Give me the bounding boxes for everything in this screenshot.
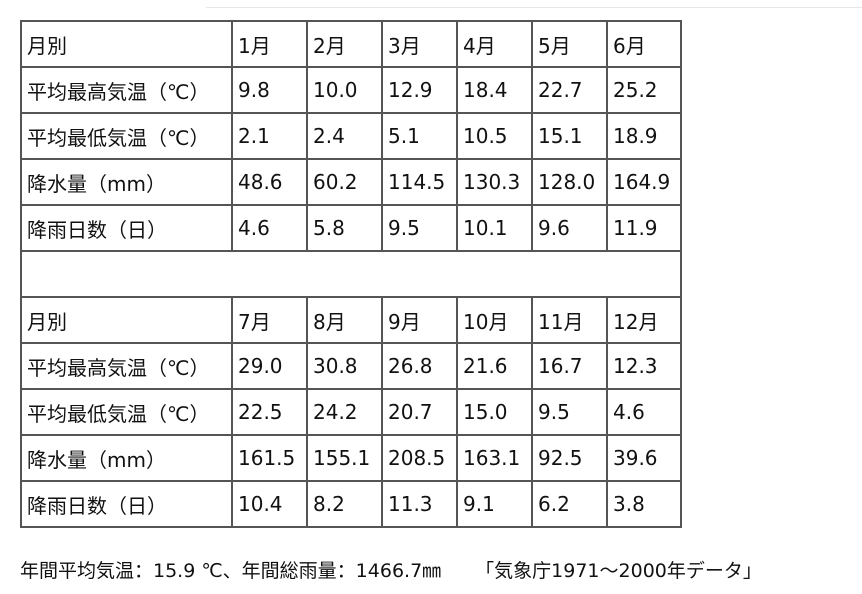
climate-table: 月別 1月 2月 3月 4月 5月 6月 平均最高気温（℃） 9.8 10.0 12.9 18.4 22… (20, 20, 682, 528)
header-row: 月別 7月 8月 9月 10月 11月 12月 (20, 296, 682, 344)
value-cell: 2.1 (231, 112, 308, 160)
footer-note: 年間平均気温：15.9 ℃、年間総雨量：1466.7㎜ 「気象庁1971～2000… (20, 556, 762, 583)
row-label-cell: 平均最高気温（℃） (20, 66, 233, 114)
value-cell: 39.6 (606, 434, 682, 482)
month-header-cell: 11月 (531, 296, 608, 344)
month-header-cell: 4月 (456, 20, 533, 68)
row-label-cell: 降雨日数（日） (20, 204, 233, 252)
row-label-cell: 降雨日数（日） (20, 480, 233, 528)
value-cell: 18.4 (456, 66, 533, 114)
month-header-cell: 5月 (531, 20, 608, 68)
row-label-cell: 降水量（mm） (20, 434, 233, 482)
value-cell: 9.1 (456, 480, 533, 528)
value-cell: 18.9 (606, 112, 682, 160)
month-header-cell: 12月 (606, 296, 682, 344)
month-header-cell: 6月 (606, 20, 682, 68)
month-header-cell: 2月 (306, 20, 383, 68)
value-cell: 5.1 (381, 112, 458, 160)
spacer-cell (20, 250, 682, 298)
value-cell: 9.6 (531, 204, 608, 252)
value-cell: 10.5 (456, 112, 533, 160)
value-cell: 3.8 (606, 480, 682, 528)
value-cell: 10.0 (306, 66, 383, 114)
value-cell: 161.5 (231, 434, 308, 482)
value-cell: 8.2 (306, 480, 383, 528)
month-header-cell: 9月 (381, 296, 458, 344)
value-cell: 21.6 (456, 342, 533, 390)
value-cell: 10.1 (456, 204, 533, 252)
table-row: 平均最低気温（℃） 22.5 24.2 20.7 15.0 9.5 4.6 (20, 388, 682, 436)
row-label-cell: 平均最高気温（℃） (20, 342, 233, 390)
table-row: 平均最高気温（℃） 29.0 30.8 26.8 21.6 16.7 12.3 (20, 342, 682, 390)
value-cell: 26.8 (381, 342, 458, 390)
value-cell: 20.7 (381, 388, 458, 436)
value-cell: 12.9 (381, 66, 458, 114)
month-header-cell: 1月 (231, 20, 308, 68)
value-cell: 11.9 (606, 204, 682, 252)
value-cell: 92.5 (531, 434, 608, 482)
row-label-cell: 月別 (20, 20, 233, 68)
value-cell: 30.8 (306, 342, 383, 390)
row-label-cell: 月別 (20, 296, 233, 344)
value-cell: 29.0 (231, 342, 308, 390)
value-cell: 12.3 (606, 342, 682, 390)
value-cell: 128.0 (531, 158, 608, 206)
data-source: 「気象庁1971～2000年データ」 (475, 560, 762, 582)
table-row: 降水量（mm） 48.6 60.2 114.5 130.3 128.0 164.9 (20, 158, 682, 206)
value-cell: 9.8 (231, 66, 308, 114)
annual-summary: 年間平均気温：15.9 ℃、年間総雨量：1466.7㎜ (20, 560, 442, 582)
value-cell: 15.0 (456, 388, 533, 436)
month-header-cell: 8月 (306, 296, 383, 344)
value-cell: 114.5 (381, 158, 458, 206)
value-cell: 10.4 (231, 480, 308, 528)
table-row: 降雨日数（日） 10.4 8.2 11.3 9.1 6.2 3.8 (20, 480, 682, 528)
month-header-cell: 3月 (381, 20, 458, 68)
climate-table-body: 月別 1月 2月 3月 4月 5月 6月 平均最高気温（℃） 9.8 10.0 12.9 18.4 22… (20, 20, 682, 528)
row-label-cell: 平均最低気温（℃） (20, 388, 233, 436)
value-cell: 16.7 (531, 342, 608, 390)
value-cell: 4.6 (231, 204, 308, 252)
value-cell: 60.2 (306, 158, 383, 206)
row-label-cell: 平均最低気温（℃） (20, 112, 233, 160)
value-cell: 130.3 (456, 158, 533, 206)
month-header-cell: 10月 (456, 296, 533, 344)
table-row: 平均最低気温（℃） 2.1 2.4 5.1 10.5 15.1 18.9 (20, 112, 682, 160)
value-cell: 48.6 (231, 158, 308, 206)
value-cell: 22.5 (231, 388, 308, 436)
value-cell: 9.5 (381, 204, 458, 252)
value-cell: 24.2 (306, 388, 383, 436)
top-divider (206, 7, 862, 8)
value-cell: 163.1 (456, 434, 533, 482)
value-cell: 22.7 (531, 66, 608, 114)
spacer-row (20, 250, 682, 298)
table-row: 降雨日数（日） 4.6 5.8 9.5 10.1 9.6 11.9 (20, 204, 682, 252)
value-cell: 4.6 (606, 388, 682, 436)
value-cell: 6.2 (531, 480, 608, 528)
value-cell: 5.8 (306, 204, 383, 252)
value-cell: 155.1 (306, 434, 383, 482)
value-cell: 2.4 (306, 112, 383, 160)
value-cell: 164.9 (606, 158, 682, 206)
value-cell: 208.5 (381, 434, 458, 482)
table-row: 平均最高気温（℃） 9.8 10.0 12.9 18.4 22.7 25.2 (20, 66, 682, 114)
row-label-cell: 降水量（mm） (20, 158, 233, 206)
table-row: 降水量（mm） 161.5 155.1 208.5 163.1 92.5 39.6 (20, 434, 682, 482)
value-cell: 25.2 (606, 66, 682, 114)
month-header-cell: 7月 (231, 296, 308, 344)
header-row: 月別 1月 2月 3月 4月 5月 6月 (20, 20, 682, 68)
value-cell: 9.5 (531, 388, 608, 436)
value-cell: 11.3 (381, 480, 458, 528)
value-cell: 15.1 (531, 112, 608, 160)
